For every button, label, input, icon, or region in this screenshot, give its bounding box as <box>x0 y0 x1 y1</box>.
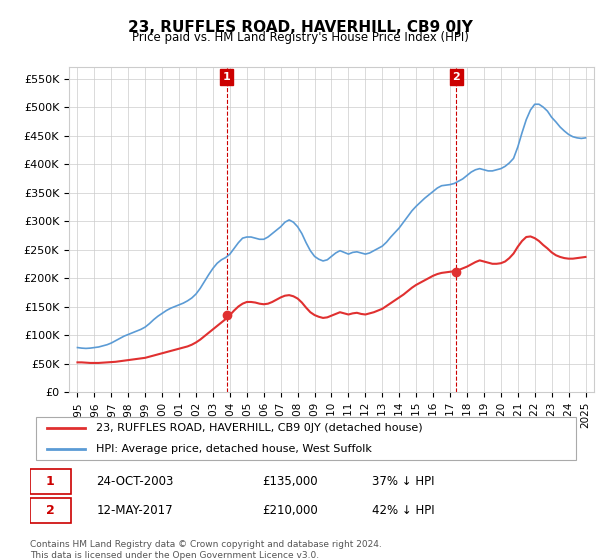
Text: 23, RUFFLES ROAD, HAVERHILL, CB9 0JY: 23, RUFFLES ROAD, HAVERHILL, CB9 0JY <box>128 20 472 35</box>
Text: 1: 1 <box>46 475 55 488</box>
Text: 37% ↓ HPI: 37% ↓ HPI <box>372 475 435 488</box>
FancyBboxPatch shape <box>35 417 577 460</box>
Text: 1: 1 <box>223 72 231 82</box>
FancyBboxPatch shape <box>30 498 71 524</box>
Text: £135,000: £135,000 <box>262 475 317 488</box>
Text: 12-MAY-2017: 12-MAY-2017 <box>96 504 173 517</box>
Text: 23, RUFFLES ROAD, HAVERHILL, CB9 0JY (detached house): 23, RUFFLES ROAD, HAVERHILL, CB9 0JY (de… <box>96 423 423 433</box>
Text: 2: 2 <box>452 72 460 82</box>
Text: 42% ↓ HPI: 42% ↓ HPI <box>372 504 435 517</box>
Text: Price paid vs. HM Land Registry's House Price Index (HPI): Price paid vs. HM Land Registry's House … <box>131 31 469 44</box>
Text: 24-OCT-2003: 24-OCT-2003 <box>96 475 173 488</box>
Text: £210,000: £210,000 <box>262 504 317 517</box>
Text: 2: 2 <box>46 504 55 517</box>
FancyBboxPatch shape <box>30 469 71 494</box>
Text: HPI: Average price, detached house, West Suffolk: HPI: Average price, detached house, West… <box>96 444 372 454</box>
Text: Contains HM Land Registry data © Crown copyright and database right 2024.
This d: Contains HM Land Registry data © Crown c… <box>30 540 382 560</box>
